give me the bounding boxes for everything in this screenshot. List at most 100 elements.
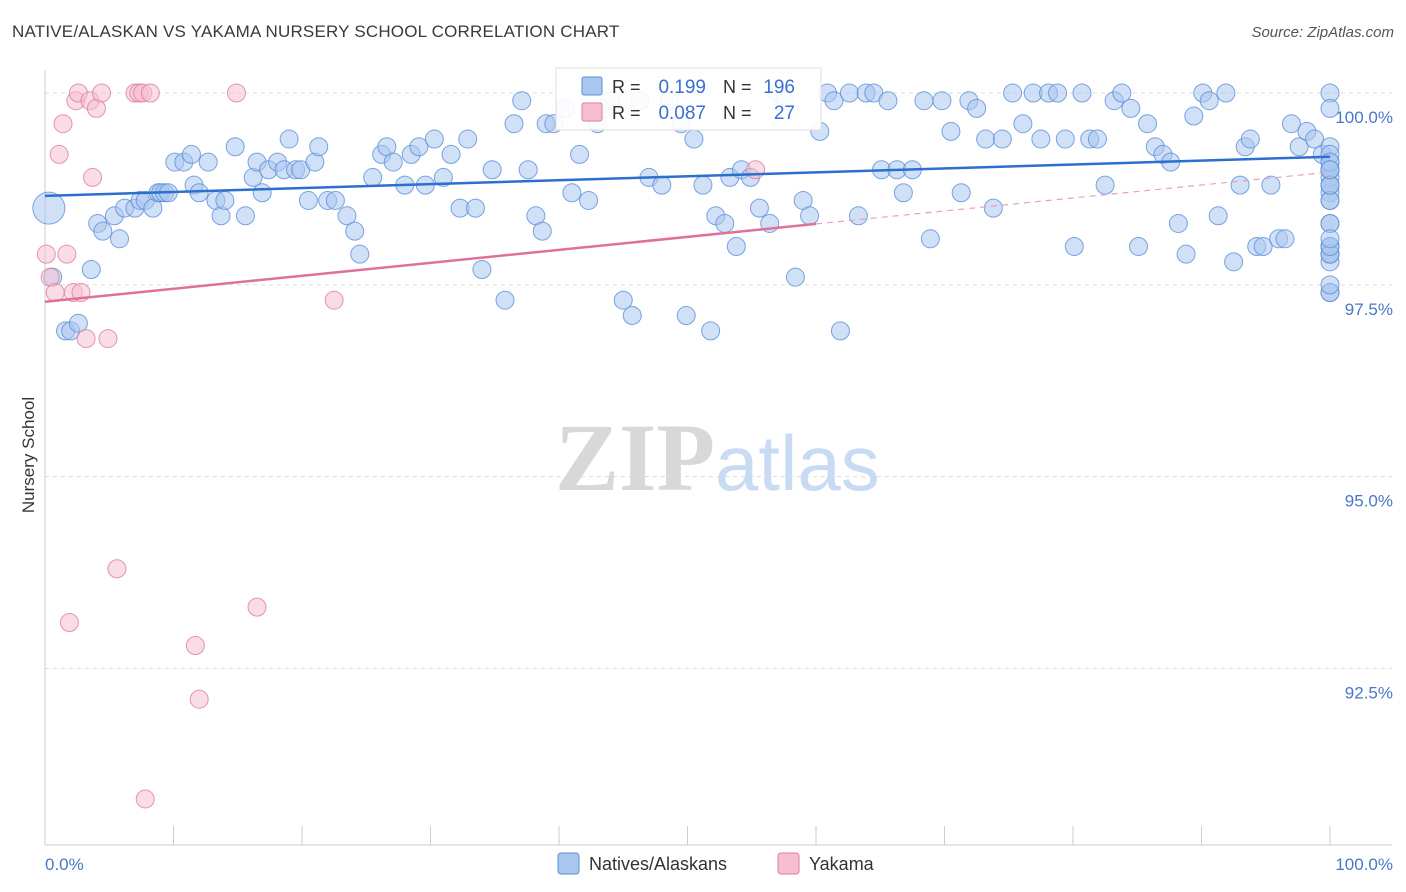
point-natives-136 — [1095, 175, 1115, 195]
point-natives-0 — [32, 191, 66, 225]
point-natives-111 — [878, 91, 898, 111]
point-natives-132 — [1064, 236, 1084, 256]
point-natives-87 — [693, 175, 713, 195]
point-natives-95 — [749, 198, 769, 218]
stats-box: R = 0.199 N = 196 R = 0.087 N = 27 — [555, 67, 822, 131]
point-natives-131 — [1055, 129, 1075, 149]
point-natives-139 — [1121, 98, 1141, 118]
stats-n-label-1: N = — [723, 103, 752, 123]
point-natives-90 — [715, 213, 735, 233]
point-natives-121 — [967, 98, 987, 118]
point-natives-66 — [518, 160, 538, 180]
point-natives-104 — [824, 91, 844, 111]
point-natives-45 — [345, 221, 365, 241]
point-natives-101 — [800, 206, 820, 226]
point-natives-141 — [1138, 114, 1158, 134]
x-tick-label-1: 100.0% — [1335, 855, 1393, 874]
point-natives-63 — [495, 290, 515, 310]
point-natives-99 — [785, 267, 805, 287]
point-natives-27 — [215, 190, 235, 210]
point-natives-123 — [983, 198, 1003, 218]
x-tick-label-0: 0.0% — [45, 855, 84, 874]
trend-yakama-dashed — [815, 171, 1331, 225]
point-natives-53 — [409, 137, 429, 157]
point-natives-152 — [1224, 252, 1244, 272]
chart-source: Source: ZipAtlas.com — [1251, 24, 1394, 41]
point-natives-194 — [1320, 160, 1340, 180]
watermark-text: ZIPatlas — [555, 404, 880, 511]
point-natives-115 — [914, 91, 934, 111]
point-natives-78 — [613, 290, 633, 310]
point-yakama-24 — [226, 83, 246, 103]
stats-r-value-0: 0.199 — [658, 77, 706, 98]
legend-label-1: Yakama — [809, 854, 875, 874]
point-natives-5 — [81, 260, 101, 280]
point-natives-74 — [579, 190, 599, 210]
point-yakama-16 — [98, 329, 118, 349]
point-natives-140 — [1129, 236, 1149, 256]
point-natives-85 — [676, 306, 696, 326]
point-natives-68 — [532, 221, 552, 241]
point-natives-126 — [1013, 114, 1033, 134]
point-natives-138 — [1112, 83, 1132, 103]
point-yakama-23 — [189, 689, 209, 709]
point-natives-64 — [504, 114, 524, 134]
stats-swatch-0 — [581, 76, 603, 96]
point-yakama-3 — [49, 144, 69, 164]
point-natives-153 — [1230, 175, 1250, 195]
point-natives-41 — [309, 137, 329, 157]
point-natives-158 — [1261, 175, 1281, 195]
point-yakama-11 — [76, 329, 96, 349]
point-natives-161 — [1281, 114, 1301, 134]
point-natives-113 — [893, 183, 913, 203]
point-yakama-6 — [59, 612, 79, 632]
point-natives-135 — [1087, 129, 1107, 149]
point-yakama-17 — [107, 559, 127, 579]
point-natives-82 — [652, 175, 672, 195]
stats-swatch-1 — [581, 102, 603, 122]
point-yakama-5 — [57, 244, 77, 264]
chart-title: NATIVE/ALASKAN VS YAKAMA NURSERY SCHOOL … — [12, 22, 620, 41]
point-natives-72 — [562, 183, 582, 203]
series-yakama-points — [36, 83, 766, 809]
point-natives-192 — [1320, 275, 1340, 295]
point-natives-164 — [1305, 129, 1325, 149]
point-natives-130 — [1048, 83, 1068, 103]
axes — [44, 70, 1392, 846]
point-natives-65 — [512, 91, 532, 111]
point-natives-162 — [1289, 137, 1309, 157]
point-natives-116 — [920, 229, 940, 249]
point-natives-122 — [976, 129, 996, 149]
point-natives-46 — [350, 244, 370, 264]
point-natives-147 — [1184, 106, 1204, 126]
point-natives-21 — [181, 144, 201, 164]
point-natives-24 — [198, 152, 218, 172]
point-natives-128 — [1031, 129, 1051, 149]
point-yakama-22 — [185, 635, 205, 655]
watermark-zip: ZIP — [555, 404, 715, 511]
stats-n-value-0: 196 — [763, 77, 795, 98]
point-natives-57 — [441, 144, 461, 164]
stats-r-label-1: R = — [612, 103, 641, 123]
point-natives-133 — [1072, 83, 1092, 103]
point-yakama-28 — [135, 789, 155, 809]
point-natives-23 — [189, 183, 209, 203]
stats-n-label-0: N = — [723, 77, 752, 97]
y-axis-title: Nursery School — [19, 397, 38, 513]
point-natives-195 — [1320, 229, 1340, 249]
stats-n-value-1: 27 — [774, 103, 795, 124]
point-natives-160 — [1275, 229, 1295, 249]
point-natives-124 — [992, 129, 1012, 149]
point-yakama-15 — [92, 83, 112, 103]
x-tick-labels: 0.0% 100.0% — [45, 855, 1393, 874]
point-natives-9 — [110, 229, 130, 249]
point-yakama-13 — [83, 167, 103, 187]
point-yakama-0 — [36, 244, 56, 264]
trend-yakama-solid — [44, 222, 817, 303]
point-natives-117 — [932, 91, 952, 111]
point-yakama-26 — [324, 290, 344, 310]
point-natives-61 — [472, 260, 492, 280]
point-yakama-21 — [140, 83, 160, 103]
point-natives-56 — [433, 167, 453, 187]
